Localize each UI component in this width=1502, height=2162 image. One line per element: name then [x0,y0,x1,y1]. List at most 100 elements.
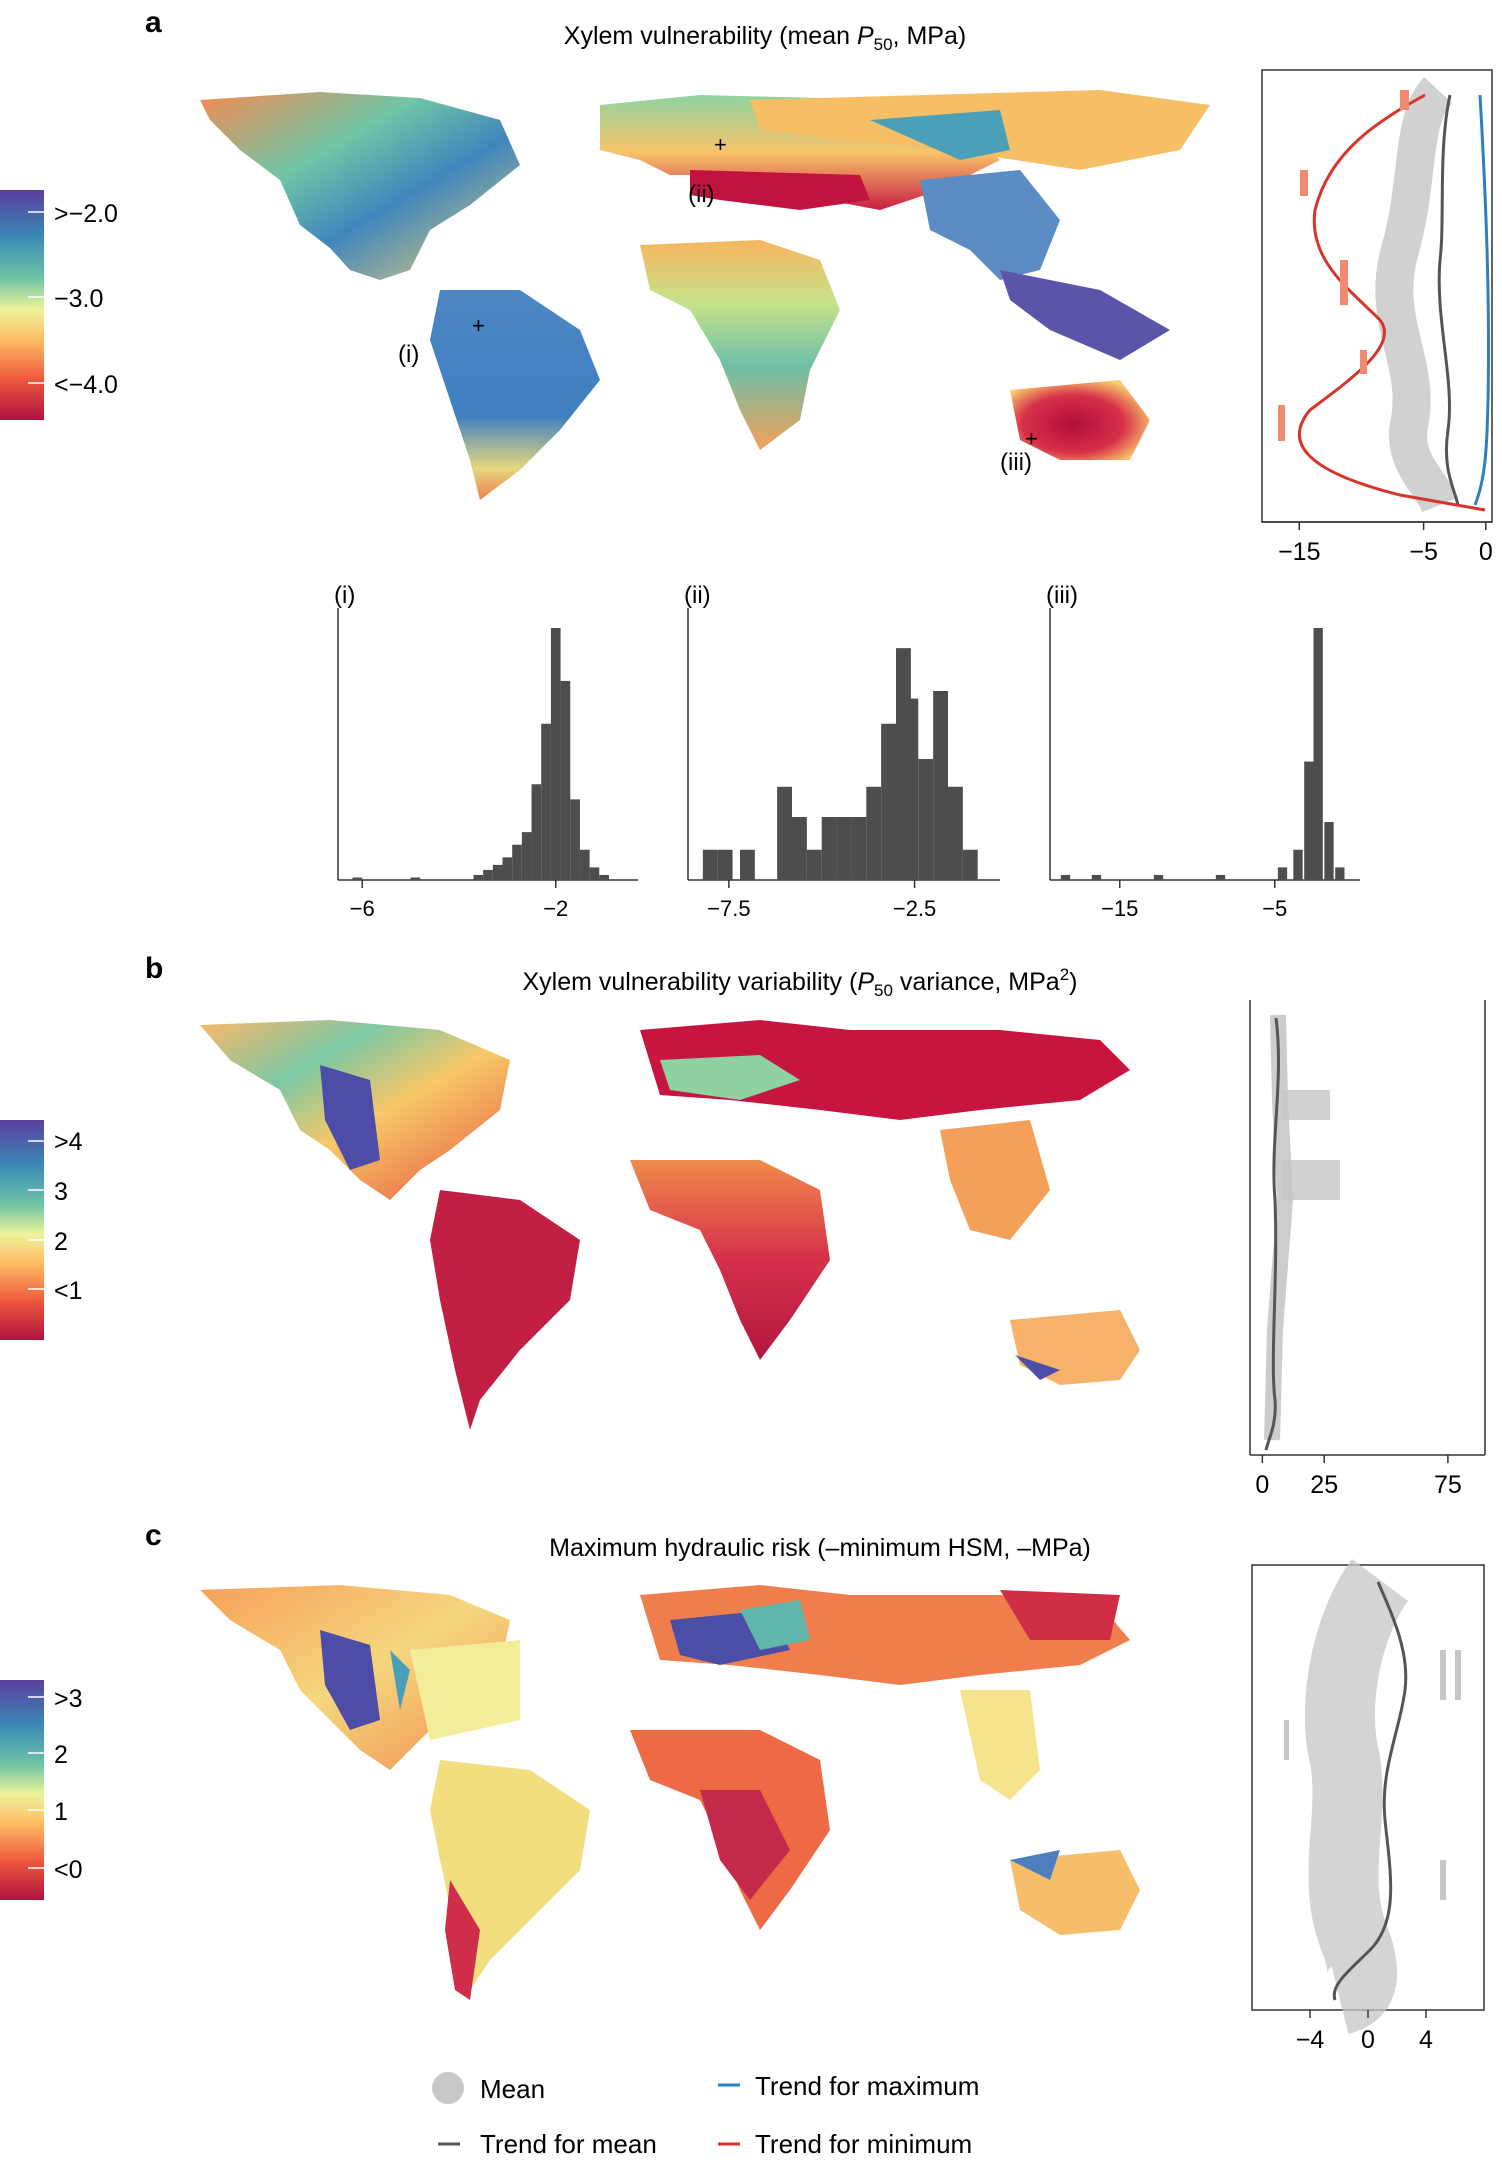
colorbar-label: <0 [54,1856,83,1884]
histogram-bar [933,691,948,880]
histogram-bar [1293,849,1303,880]
legend: Mean Trend for mean Trend for maximum Tr… [432,2071,979,2159]
histogram-bar [473,874,484,880]
colorbar-label: 2 [54,1741,68,1769]
histogram-bar [410,877,421,880]
histogram-tick-label: −15 [1101,896,1138,921]
svg-text:+: + [472,313,485,338]
panel-c-title: Maximum hydraulic risk (–minimum HSM, –M… [549,1534,1091,1562]
panel-c-side-ticks: −4 0 4 [1296,2010,1433,2054]
histogram-i: (i) −6 −2 [334,582,638,921]
colorbar-label: >4 [54,1128,83,1156]
legend-label: Trend for minimum [755,2129,972,2159]
panel-b-side-plot: 0 25 75 [1249,1000,1486,1499]
side-tick-label: −4 [1296,2026,1325,2054]
histogram-bar [821,817,837,880]
side-tick-label: 0 [1255,1471,1269,1499]
histogram-bar [579,849,590,880]
colorbar-label: <−4.0 [54,371,118,399]
histogram-bar [521,832,532,880]
colorbar-label: 1 [54,1798,68,1826]
svg-text:+: + [1025,426,1038,451]
histogram-bar [531,784,542,880]
histogram-bar [903,698,919,880]
colorbar-label: >3 [54,1685,83,1713]
panel-b-title-sub: 50 [874,981,893,1000]
histogram-bar [806,849,822,880]
histogram-bar [1324,822,1334,880]
map-marker: (ii) [688,181,715,208]
histogram-bar [1060,874,1071,880]
panel-c-world-map [200,1585,1140,2000]
histogram-bar [962,849,978,880]
panel-c-letter: c [145,1519,162,1552]
histogram-tick-label: −2 [543,896,568,921]
panel-b-title: Xylem vulnerability variability (P50 var… [523,965,1078,1000]
panel-a-colorbar: >−2.0 −3.0 <−4.0 [0,190,118,420]
panel-a-letter: a [145,6,162,39]
histogram-title: (iii) [1046,582,1078,609]
histogram-title: (ii) [684,582,711,609]
histogram-bar [792,817,807,880]
histogram-bar [1304,761,1314,880]
panel-b-title-post: variance, MPa [893,968,1060,996]
histogram-bar [352,877,363,880]
histogram-bar [777,786,792,880]
histogram-bar [717,849,733,880]
map-marker: (i) [398,341,419,368]
histogram-bar [512,844,522,880]
histogram-tick-label: −5 [1262,896,1287,921]
panel-b-title-var: P [857,968,874,996]
histogram-ii: (ii) −7.5 −2.5 [684,582,1000,921]
panel-b-colorbar: >4 3 2 <1 [0,1120,83,1340]
histogram-bar [740,849,755,880]
panel-a-world-map: + + + (i) (ii) (iii) [200,90,1210,500]
histogram-bar [541,723,551,880]
panel-b-letter: b [145,952,163,985]
histogram-bar [866,786,882,880]
map-marker: (iii) [1000,449,1032,476]
histogram-bar [1153,874,1164,880]
panel-b-title-pre: Xylem vulnerability variability ( [523,968,859,996]
side-tick-label: 0 [1361,2026,1375,2054]
histogram-bar [550,628,561,880]
legend-mean-dot [432,2072,464,2104]
panel-b-world-map [200,1020,1140,1430]
histogram-bar [1215,874,1226,880]
histogram-bar [851,817,867,880]
panel-a-side-ticks: −15 −5 0 [1278,522,1493,566]
histogram-bar [599,874,609,880]
histogram-bar [948,786,963,880]
histogram-bar [881,723,896,880]
panel-c-side-plot: −4 0 4 [1251,1559,1485,2054]
legend-label: Mean [480,2074,545,2104]
panel-b: b Xylem vulnerability variability (P50 v… [0,952,1486,1499]
histogram-tick-label: −2.5 [893,896,936,921]
panel-b-side-ticks: 0 25 75 [1255,1455,1462,1499]
histogram-title: (i) [334,582,355,609]
side-tick-label: −5 [1409,538,1438,566]
panel-a-side-plot: −15 −5 0 [1261,69,1493,566]
histogram-bar [1091,874,1102,880]
side-tick-label: 25 [1310,1471,1338,1499]
histogram-iii: (iii) −15 −5 [1046,582,1360,921]
panel-a-title-pre: Xylem vulnerability (mean [564,22,857,50]
histogram-bar [502,857,513,880]
side-tick-label: 75 [1434,1471,1462,1499]
panel-a-title-var: P [857,22,874,50]
panel-c: c Maximum hydraulic risk (–minimum HSM, … [0,1519,1485,2054]
panel-b-title-sup: 2 [1060,965,1069,984]
side-tick-label: 0 [1479,538,1493,566]
panel-a: a Xylem vulnerability (mean P50, MPa) >−… [0,6,1493,921]
histogram-bar [1335,867,1345,880]
histogram-bar [836,817,852,880]
histogram-bar [918,759,934,880]
colorbar-label: >−2.0 [54,200,118,228]
colorbar-label: −3.0 [54,285,103,313]
side-tick-label: −15 [1278,538,1320,566]
histogram-bar [1277,867,1288,880]
histogram-bar [492,864,503,880]
panel-a-title-post: , MPa) [893,22,967,50]
histogram-bar [560,680,571,880]
